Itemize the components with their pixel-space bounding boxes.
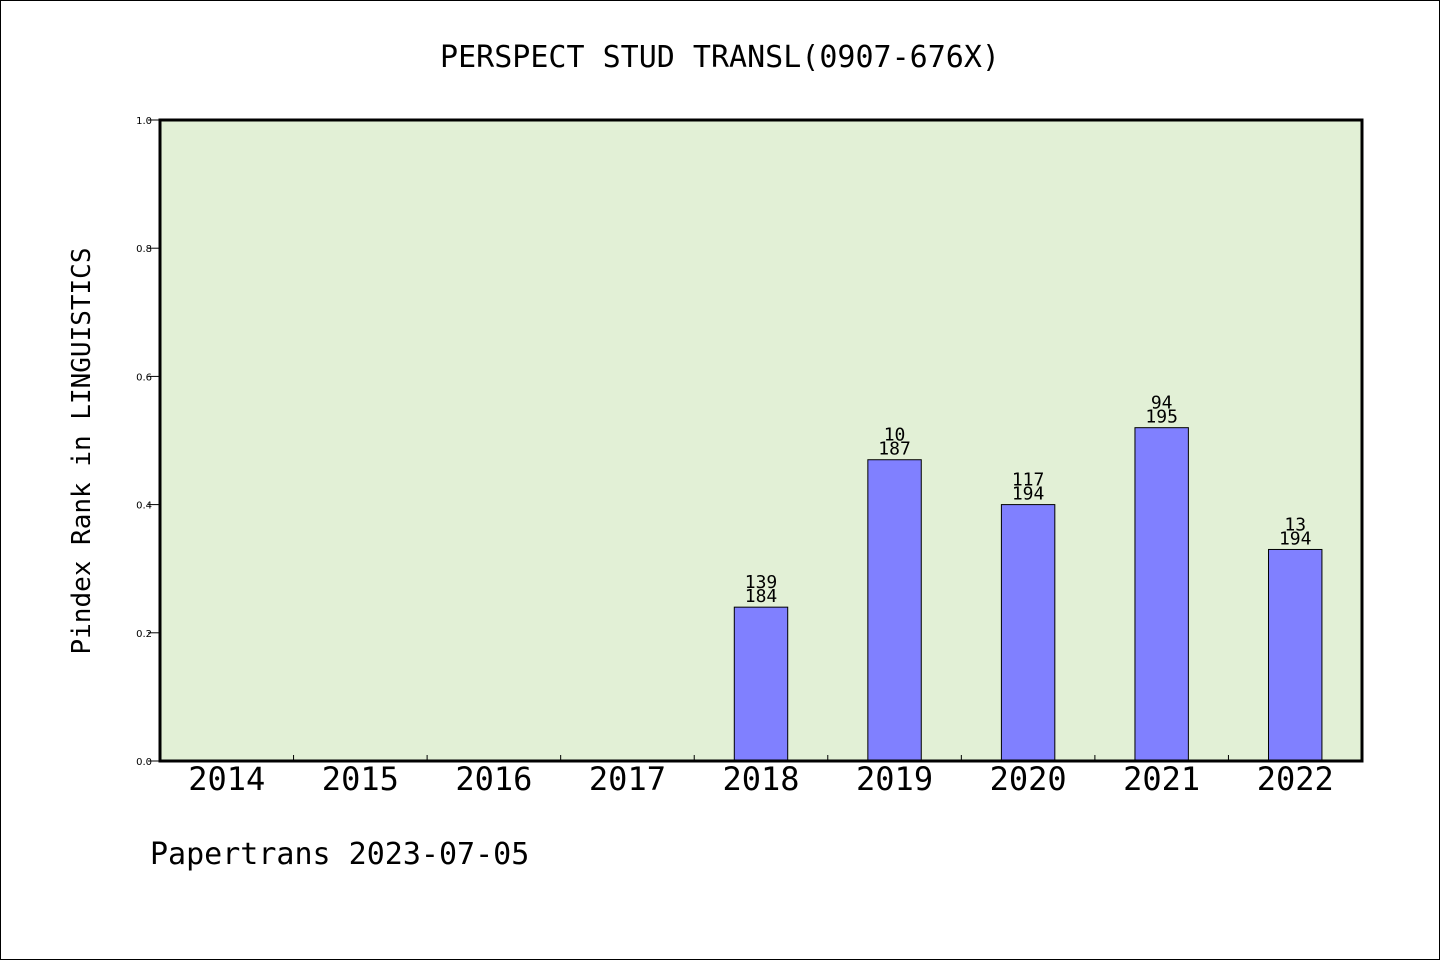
plot-frame	[158, 118, 1364, 763]
footer-source: Papertrans 2023-07-05	[150, 837, 529, 872]
bar-label-bottom: 187	[878, 439, 911, 460]
x-tick-label: 2022	[1257, 760, 1334, 798]
x-tick-label: 2014	[188, 760, 265, 798]
bar-label-top: 94	[1151, 393, 1173, 414]
bar-label-top: 13	[1284, 514, 1306, 535]
bar-label-top: 10	[884, 425, 906, 446]
y-tick-label: 0.0	[136, 757, 152, 768]
y-tick-label: 0.2	[136, 629, 152, 640]
y-axis-ticks: 0.0 0.2 0.4 0.6 0.8 1.0	[136, 116, 160, 768]
y-axis-label: Pindex Rank in LINGUISTICS	[67, 248, 97, 655]
bar-2020	[1000, 504, 1056, 762]
y-tick-label: 0.8	[136, 244, 152, 255]
x-tick-label: 2017	[589, 760, 666, 798]
bar-2018	[733, 606, 789, 762]
chart-title: PERSPECT STUD TRANSL(0907-676X)	[440, 40, 1000, 75]
bars-group	[733, 427, 1323, 762]
bar-label-bottom: 194	[1012, 484, 1045, 505]
x-axis-ticks: 2014 2015 2016 2017 2018 2019 2020 2021 2022	[188, 755, 1334, 798]
bar-label-top: 117	[1012, 470, 1045, 491]
x-tick-label: 2016	[455, 760, 532, 798]
x-tick-label: 2018	[722, 760, 799, 798]
y-tick-label: 1.0	[136, 116, 152, 127]
y-tick-label: 0.6	[136, 372, 152, 383]
bar-2022	[1268, 548, 1323, 762]
bar-label-top: 139	[745, 572, 778, 593]
bar-2019	[867, 459, 922, 762]
bar-label-bottom: 184	[745, 586, 778, 607]
x-tick-label: 2021	[1123, 760, 1200, 798]
x-tick-label: 2015	[322, 760, 399, 798]
x-tick-label: 2020	[990, 760, 1067, 798]
bar-label-bottom: 194	[1279, 528, 1312, 549]
bar-label-bottom: 195	[1145, 407, 1178, 428]
y-tick-label: 0.4	[136, 501, 152, 512]
x-tick-label: 2019	[856, 760, 933, 798]
bar-2021	[1134, 427, 1189, 762]
